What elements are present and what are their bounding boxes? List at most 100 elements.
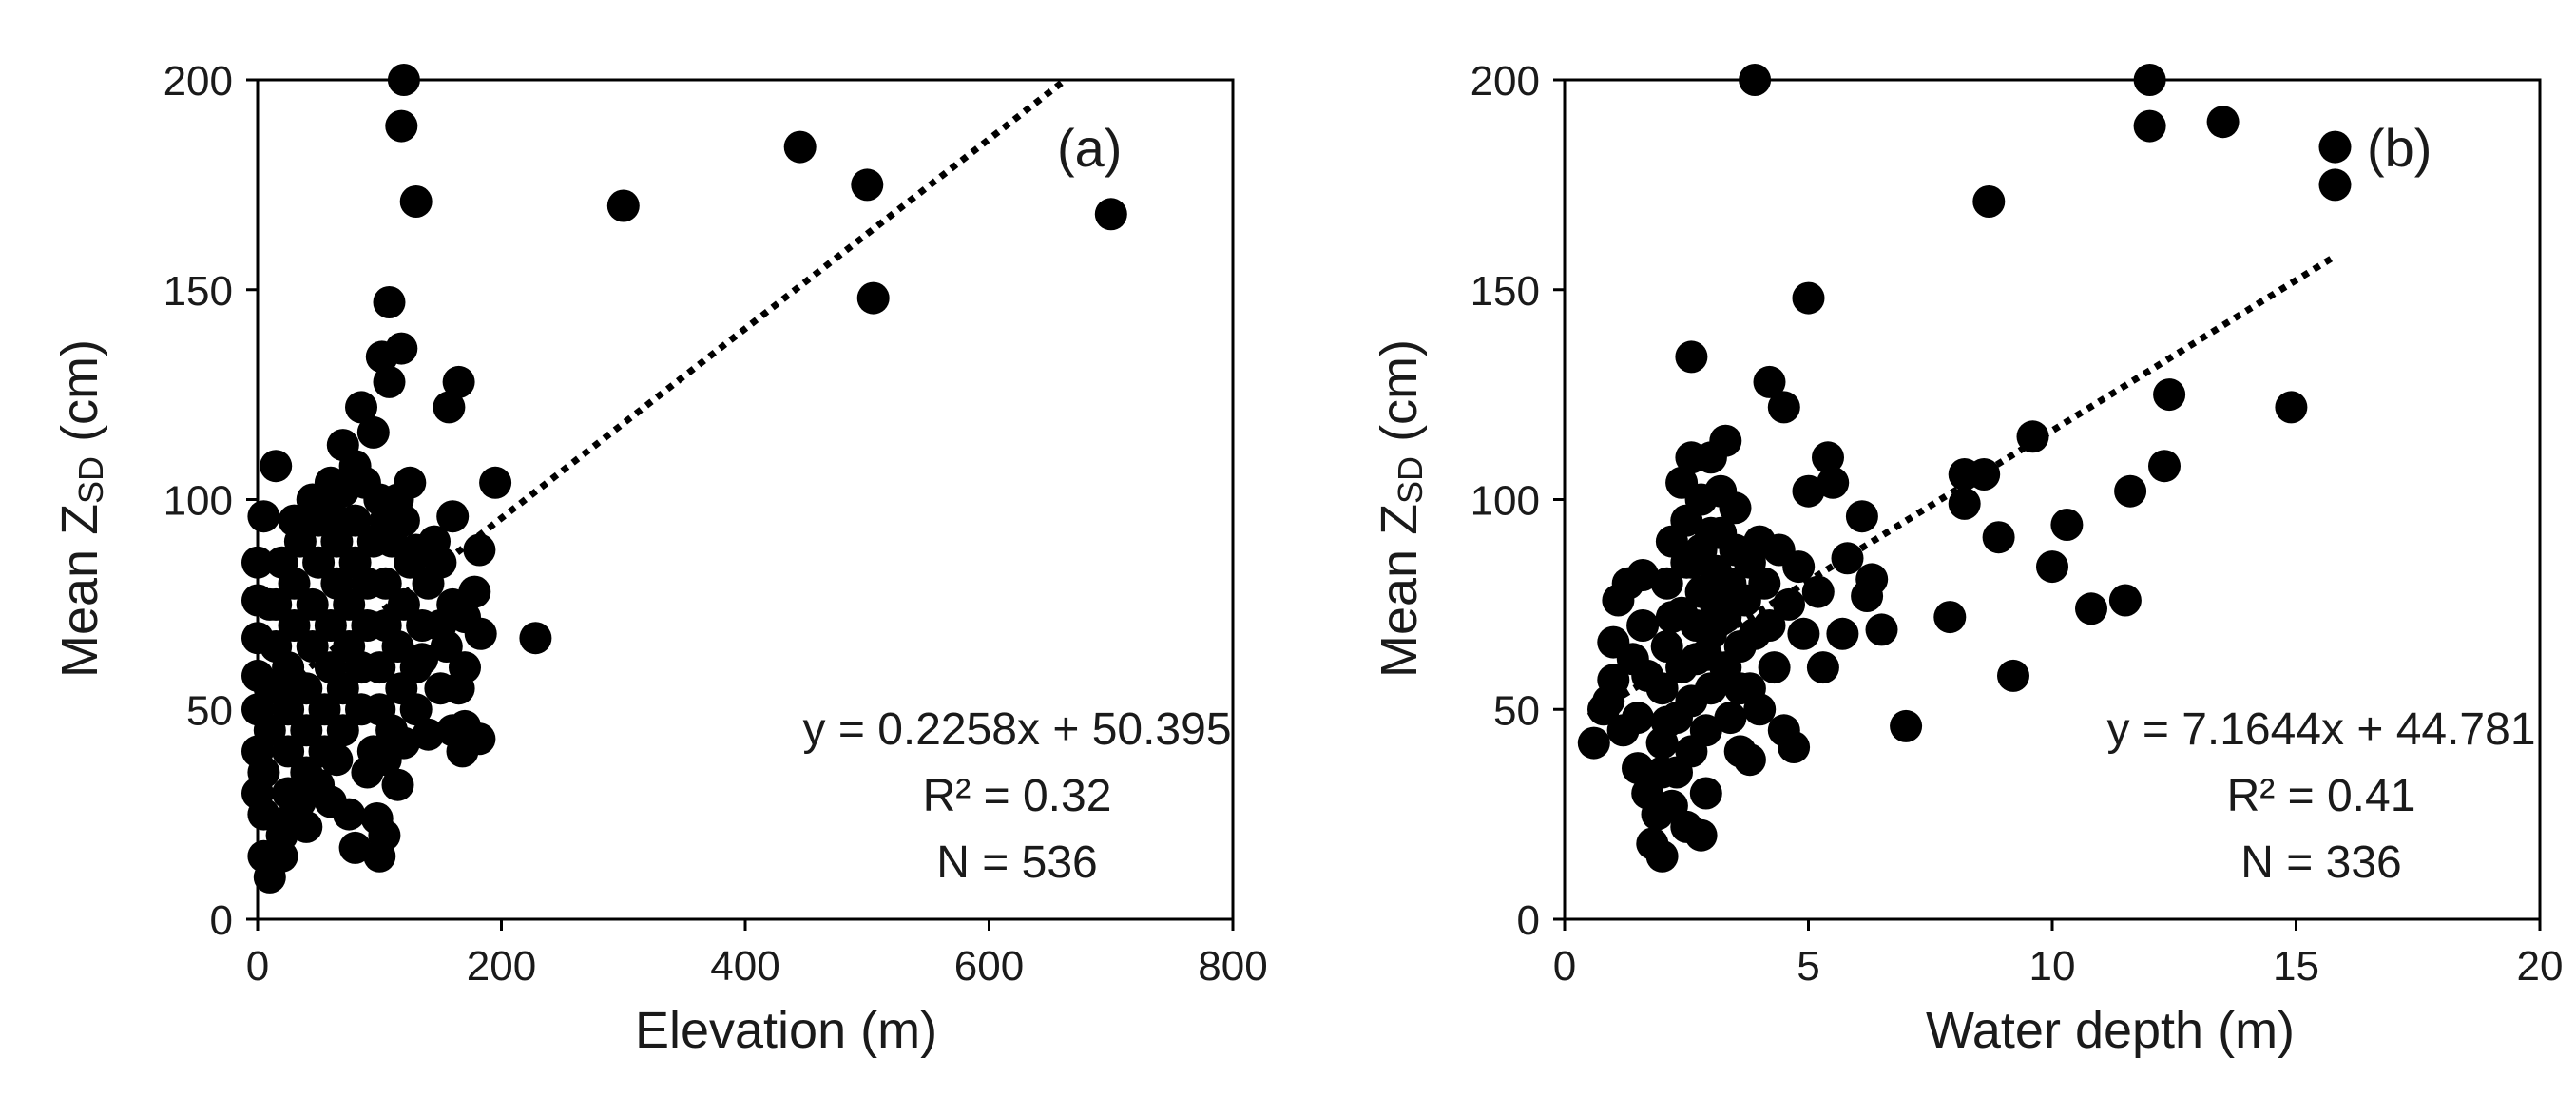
panel-a-data-point bbox=[412, 567, 445, 600]
panel-a-data-point bbox=[326, 672, 359, 705]
panel-b-data-point bbox=[2318, 168, 2352, 202]
panel-b-data-point bbox=[1792, 281, 1825, 315]
panel-b-data-point bbox=[1694, 516, 1727, 549]
panel-b-data-point bbox=[2075, 592, 2107, 625]
panel-a-data-point bbox=[436, 714, 470, 747]
panel-b-data-point bbox=[1972, 185, 2006, 218]
panel-b-data-point bbox=[1851, 580, 1884, 612]
panel-a-data-point bbox=[385, 109, 418, 143]
panel-a-data-point bbox=[369, 567, 402, 600]
panel-a-data-point bbox=[442, 365, 475, 398]
panel-b-y-axis-title-unit: (cm) bbox=[1371, 339, 1428, 456]
panel-a-data-point bbox=[433, 391, 466, 424]
panel-b-data-point bbox=[1753, 609, 1786, 642]
panel-a-y-axis-title: Mean ZSD (cm) bbox=[51, 339, 110, 678]
panel-a-x-tick-label: 200 bbox=[467, 943, 536, 990]
panel-a-data-point bbox=[265, 818, 298, 852]
panel-a-chart: (a) 0 200 400 600 800 0 50 100 150 200 Elevation … bbox=[51, 58, 1268, 1059]
panel-b-data-point bbox=[1826, 617, 1859, 650]
panel-b-y-tick-label: 50 bbox=[1493, 687, 1540, 734]
panel-a-data-point bbox=[449, 601, 481, 634]
panel-b-data-point bbox=[1933, 601, 1967, 634]
panel-b-y-tick-label: 200 bbox=[1471, 58, 1540, 105]
panel-a-data-point bbox=[399, 185, 433, 218]
panel-a-data-point bbox=[406, 609, 439, 642]
panel-a-y-tick-label: 50 bbox=[186, 687, 233, 734]
panel-b-data-points bbox=[1577, 64, 2352, 873]
panel-b-data-point bbox=[1812, 441, 1844, 474]
panel-b-data-point bbox=[2148, 450, 2181, 483]
panel-a-data-point bbox=[302, 768, 336, 801]
panel-b-data-point bbox=[1948, 487, 1981, 520]
panel-a-n-count: N = 536 bbox=[936, 837, 1097, 888]
panel-b-data-point bbox=[2275, 391, 2308, 424]
panel-b-x-tick-label: 0 bbox=[1553, 943, 1576, 990]
panel-b-y-tick-label: 0 bbox=[1517, 897, 1540, 944]
panel-b-data-point bbox=[1714, 702, 1747, 735]
panel-b-y-axis-title-main: Mean Z bbox=[1371, 504, 1428, 678]
panel-b-data-point bbox=[2108, 584, 2142, 617]
panel-b-data-point bbox=[1767, 391, 1800, 424]
panel-a-plot-frame bbox=[256, 78, 1235, 921]
panel-a-data-point bbox=[783, 130, 817, 164]
panel-b-data-point bbox=[1792, 474, 1825, 508]
panel-a-data-point bbox=[442, 672, 475, 705]
panel-a-y-axis-title-main: Mean Z bbox=[51, 504, 108, 678]
panel-a-data-point bbox=[320, 504, 354, 537]
panel-b-equation: y = 7.1644x + 44.781 bbox=[2106, 704, 2535, 755]
panel-a-data-point bbox=[296, 587, 329, 621]
panel-a-x-tick-label: 400 bbox=[710, 943, 779, 990]
panel-b-data-point bbox=[1655, 601, 1688, 634]
panel-a-data-point bbox=[373, 286, 406, 318]
panel-b-y-tick-label: 150 bbox=[1471, 268, 1540, 315]
panel-a-y-tick-label: 150 bbox=[163, 268, 233, 315]
panel-b-data-point bbox=[1622, 752, 1654, 785]
panel-a-data-point bbox=[381, 768, 414, 801]
panel-a-data-point bbox=[463, 533, 496, 567]
panel-b-data-point bbox=[1689, 777, 1722, 810]
panel-b-data-point bbox=[1641, 798, 1674, 831]
panel-b-r-squared: R² = 0.41 bbox=[2227, 771, 2416, 821]
panel-a-x-tick-label: 600 bbox=[954, 943, 1024, 990]
panel-a-ticks: 0 200 400 600 800 0 50 100 150 200 bbox=[163, 58, 1268, 990]
panel-a-data-point bbox=[247, 798, 280, 831]
panel-a-data-point bbox=[387, 726, 420, 760]
panel-b-data-point bbox=[1748, 567, 1781, 600]
panel-b-data-point bbox=[1689, 714, 1722, 747]
panel-a-data-point bbox=[260, 450, 293, 483]
panel-a-data-point bbox=[253, 587, 286, 621]
panel-b-data-point bbox=[1890, 709, 1923, 742]
panel-b-data-point bbox=[1645, 839, 1679, 873]
panel-b-y-axis-title: Mean ZSD (cm) bbox=[1371, 339, 1430, 678]
panel-a-data-point bbox=[278, 609, 311, 642]
panel-a-data-point bbox=[296, 630, 329, 663]
panel-a-y-axis-title-subscript: SD bbox=[71, 456, 110, 504]
panel-b-data-point bbox=[2318, 130, 2352, 164]
panel-b-x-tick-label: 15 bbox=[2273, 943, 2319, 990]
panel-b-data-point bbox=[2114, 474, 2147, 508]
panel-b-data-point bbox=[2016, 420, 2049, 453]
panel-b-data-point bbox=[2206, 106, 2240, 139]
panel-a-x-tick-label: 800 bbox=[1198, 943, 1267, 990]
panel-a-y-tick-label: 200 bbox=[163, 58, 233, 105]
panel-b-data-point bbox=[1758, 651, 1791, 684]
panel-a-data-point bbox=[430, 630, 463, 663]
panel-a-data-point bbox=[856, 281, 890, 315]
panel-b-data-point bbox=[1606, 714, 1640, 747]
panel-a-data-point bbox=[247, 500, 280, 533]
panel-a-r-squared: R² = 0.32 bbox=[923, 771, 1112, 821]
panel-b-x-axis-title: Water depth (m) bbox=[1926, 1002, 2295, 1059]
panel-a-data-point bbox=[436, 500, 470, 533]
panel-b-data-point bbox=[1782, 550, 1816, 584]
panel-a-data-point bbox=[360, 802, 394, 835]
panel-a-trendline bbox=[255, 79, 1065, 711]
panel-a-data-point bbox=[356, 415, 390, 449]
panel-a-x-tick-label: 0 bbox=[246, 943, 269, 990]
panel-b-data-point bbox=[2133, 109, 2166, 143]
panel-a-data-point bbox=[338, 831, 372, 864]
panel-b-data-point bbox=[1997, 659, 2029, 692]
panel-a-data-point bbox=[278, 504, 311, 537]
panel-a-y-tick-label: 100 bbox=[163, 478, 233, 525]
